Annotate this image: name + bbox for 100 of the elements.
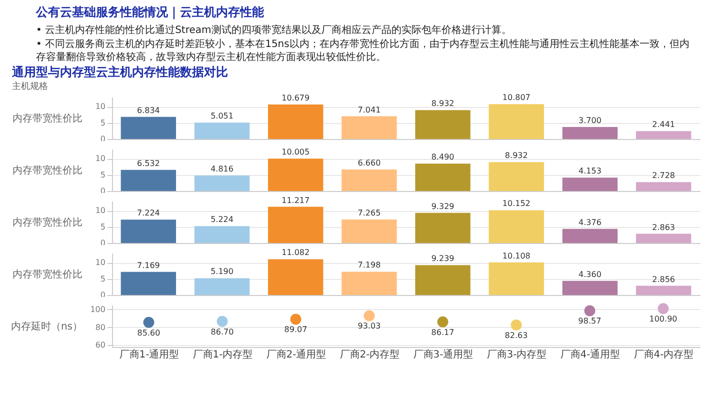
y-tick-label: 60 [95,340,106,350]
bar [342,220,397,243]
x-tick-label: 厂商4-通用型 [560,348,620,360]
bar [120,220,176,243]
text: 主机规格 [12,81,48,92]
chart-title: 通用型与内存型云主机内存性能数据对比 [11,65,228,80]
bar [636,182,692,191]
bar [268,158,324,191]
x-tick-label: 厂商1-通用型 [119,348,180,360]
x-tick-label: 厂商2-通用型 [266,348,326,360]
data-label: 10.005 [282,148,310,157]
data-label: 7.198 [358,260,381,270]
bar [562,280,618,295]
bar [488,104,544,139]
y-tick-label: 10 [95,102,106,112]
bar [342,169,397,191]
point [290,314,302,325]
point [658,303,669,314]
y-axis-title: 内存带宽性价比 [12,112,82,124]
data-label: 8.932 [431,99,454,108]
bar [194,226,250,243]
data-label: 8.490 [431,152,454,162]
y-tick-label: 10 [95,258,106,268]
data-label: 11.082 [282,248,310,258]
point [364,310,375,322]
bar [120,272,176,295]
data-label: 3.700 [578,116,602,126]
y-tick-label: 10 [95,206,106,216]
point [143,316,154,328]
bar [120,116,176,139]
text: 公有云基础服务性能情况｜云主机内存性能 [36,4,265,21]
bar [415,265,470,295]
data-label: 7.224 [136,208,160,218]
point [584,305,596,316]
bar [194,278,250,295]
data-label: 7.169 [136,260,160,270]
y-axis-title: 内存带宽性价比 [12,164,82,176]
data-label: 4.360 [578,270,602,279]
data-label: 86.70 [210,327,234,336]
data-label: 100.90 [649,314,678,324]
y-tick-label: 80 [95,322,106,332]
data-label: 82.63 [504,330,528,340]
y-axis-title: 内存延时（ns） [10,320,82,332]
y-tick-label: 5 [100,274,106,284]
point [437,316,448,328]
bar [562,228,618,243]
y-axis-title: 内存带宽性价比 [12,216,82,228]
data-label: 10.807 [502,93,530,102]
data-label: 7.041 [358,105,381,114]
bar [268,104,324,139]
y-axis-title: 内存带宽性价比 [12,268,82,280]
data-label: 6.532 [136,158,160,168]
data-label: 2.863 [652,222,676,232]
data-label: 85.60 [137,328,160,338]
point [216,316,228,327]
data-label: 10.152 [502,199,530,208]
bar [415,164,470,191]
bar [194,122,250,139]
x-tick-label: 厂商2-内存型 [340,348,400,360]
data-label: 4.153 [578,166,602,176]
data-label: 5.051 [210,112,234,121]
data-label: 6.660 [358,158,381,168]
text: • 不同云服务商云主机的内存延时差距较小，基本在15ns以内；在内存带宽性价比方面，由于内存型云主机性能与通用性云主机性能基本一致，但内存容量翻倍导致价格较高，故导致内存型云主机在性能方面表现出较低性价比。 [36,38,690,64]
x-tick-label: 厂商4-内存型 [634,348,694,360]
bar [194,175,250,191]
y-tick-label: 10 [95,154,106,164]
data-label: 9.329 [431,202,454,211]
data-label: 9.239 [431,254,454,264]
bar [636,286,692,295]
data-label: 4.376 [578,218,602,227]
bar [562,127,618,139]
bar [488,162,544,191]
bar [636,234,692,243]
bar [488,210,544,243]
bar [562,178,618,191]
bar [636,131,692,139]
data-label: 10.108 [502,251,530,260]
y-tick-label: 5 [100,222,106,232]
data-label: 98.57 [578,316,602,326]
text: • 云主机内存性能的性价比通过Stream测试的四项带宽结果以及厂商相应云产品的实际包年价格进行计算。 [36,24,512,37]
data-label: 4.816 [210,164,234,174]
data-label: 2.728 [652,171,676,180]
data-label: 8.932 [504,151,528,160]
data-label: 86.17 [431,328,454,337]
data-label: 11.217 [282,196,310,205]
data-label: 89.07 [284,325,308,334]
bar [268,206,324,243]
data-label: 2.441 [652,120,676,130]
data-label: 5.190 [210,267,234,276]
data-label: 7.265 [358,208,381,218]
data-label: 10.679 [282,94,310,102]
x-tick-label: 厂商1-内存型 [192,348,253,360]
bar [342,116,397,139]
point [510,320,522,330]
data-label: 6.834 [136,106,160,115]
bar [415,212,470,243]
data-label: 2.856 [652,274,676,284]
bar [120,170,176,191]
bar [342,272,397,295]
y-tick-label: 5 [100,118,106,128]
